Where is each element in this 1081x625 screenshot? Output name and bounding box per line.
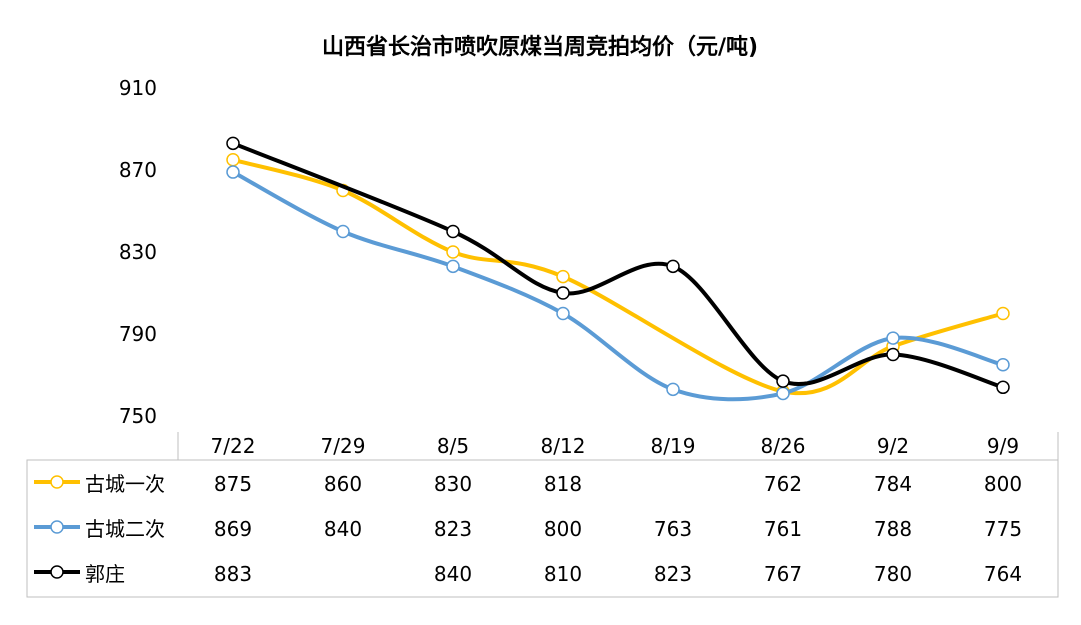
data-label: 775: [984, 517, 1022, 541]
legend-key-marker: [50, 565, 64, 579]
x-tick-label: 9/2: [877, 434, 909, 458]
y-tick-label: 870: [119, 158, 157, 182]
chart-title: 山西省长治市喷吹原煤当周竞拍均价（元/吨): [322, 34, 758, 60]
data-label: 840: [434, 562, 472, 586]
data-point: [886, 331, 900, 345]
data-label: 869: [214, 517, 252, 541]
data-point: [886, 347, 900, 362]
data-label: 800: [544, 517, 582, 541]
x-tick-label: 8/12: [541, 434, 586, 458]
data-label: 875: [214, 472, 252, 496]
data-point: [996, 358, 1010, 372]
data-label: 761: [764, 517, 802, 541]
data-point: [446, 245, 460, 259]
data-label: 764: [984, 562, 1022, 586]
data-point: [776, 374, 790, 388]
data-label: 818: [544, 472, 582, 496]
y-tick-label: 910: [119, 76, 157, 100]
x-tick-label: 8/26: [761, 434, 806, 458]
data-point: [556, 306, 570, 321]
data-point: [226, 136, 240, 151]
legend-key-marker: [50, 475, 64, 489]
data-point: [996, 306, 1010, 321]
data-table: 古城一次 875 860 830 818 762 784 800 古城二次 869 840 823 80…: [34, 472, 1022, 586]
legend-key-marker: [50, 520, 64, 534]
plot-area: [226, 136, 1010, 402]
data-label: 788: [874, 517, 912, 541]
data-point: [666, 259, 680, 274]
data-label: 800: [984, 472, 1022, 496]
data-point: [776, 386, 790, 401]
data-label: 830: [434, 472, 472, 496]
data-point: [446, 259, 460, 274]
data-point: [556, 286, 570, 300]
data-label: 763: [654, 517, 692, 541]
y-tick-label: 830: [119, 240, 157, 264]
data-label: 767: [764, 562, 802, 586]
data-point: [336, 224, 350, 239]
data-point: [996, 380, 1010, 395]
data-label: 780: [874, 562, 912, 586]
data-label: 823: [434, 517, 472, 541]
x-tick-label: 8/19: [651, 434, 696, 458]
x-axis: 7/22 7/29 8/5 8/12 8/19 8/26 9/2 9/9: [211, 434, 1020, 458]
table-border: [26, 459, 1059, 598]
y-tick-label: 750: [119, 404, 157, 428]
data-label: 883: [214, 562, 252, 586]
data-point: [666, 382, 680, 397]
x-tick-label: 8/5: [437, 434, 469, 458]
data-point: [226, 153, 240, 167]
data-point: [556, 269, 570, 284]
y-axis: 910 870 830 790 750: [119, 76, 157, 428]
data-label: 860: [324, 472, 362, 496]
data-label: 784: [874, 472, 912, 496]
series-line-2: [231, 170, 1005, 402]
x-tick-label: 7/22: [211, 434, 256, 458]
x-tick-label: 7/29: [321, 434, 366, 458]
data-label: 762: [764, 472, 802, 496]
data-table-grid: [26, 432, 1059, 598]
legend-label: 古城一次: [85, 472, 165, 496]
data-label: 810: [544, 562, 582, 586]
y-tick-label: 790: [119, 322, 157, 346]
x-tick-label: 9/9: [987, 434, 1019, 458]
legend-label: 郭庄: [85, 562, 125, 586]
data-point: [446, 224, 460, 239]
legend-label: 古城二次: [85, 517, 165, 541]
data-label: 823: [654, 562, 692, 586]
data-point: [226, 165, 240, 179]
data-label: 840: [324, 517, 362, 541]
